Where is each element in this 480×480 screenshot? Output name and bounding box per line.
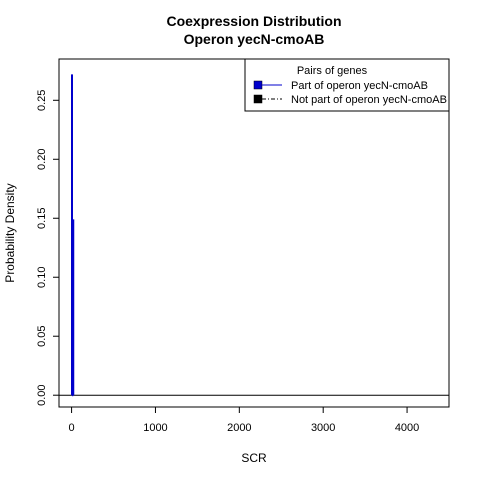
x-axis-label: SCR [241, 451, 267, 465]
legend: Pairs of genes Part of operon yecN-cmoAB… [244, 58, 450, 112]
x-tick-label: 0 [69, 422, 75, 434]
y-tick-label: 0.00 [36, 384, 48, 405]
chart-title: Coexpression Distribution [166, 13, 341, 29]
x-tick-label: 3000 [311, 422, 335, 434]
x-tick-label: 1000 [143, 422, 167, 434]
legend-swatch-operon [253, 80, 263, 90]
x-axis-ticks: 0 1000 2000 3000 4000 [69, 407, 419, 434]
y-tick-label: 0.05 [36, 326, 48, 347]
legend-swatch-non-operon [253, 94, 263, 104]
y-tick-label: 0.15 [36, 208, 48, 229]
chart-subtitle: Operon yecN-cmoAB [184, 31, 325, 47]
y-tick-label: 0.20 [36, 149, 48, 170]
legend-title: Pairs of genes [297, 65, 368, 77]
legend-entry-operon: Part of operon yecN-cmoAB [291, 80, 428, 92]
y-axis-label: Probability Density [3, 183, 17, 282]
y-axis-ticks: 0.00 0.05 0.10 0.15 0.20 0.25 [36, 90, 59, 406]
x-tick-label: 2000 [227, 422, 251, 434]
series-layer [59, 74, 449, 397]
legend-entry-non-operon: Not part of operon yecN-cmoAB [291, 94, 447, 106]
x-tick-label: 4000 [395, 422, 419, 434]
y-tick-label: 0.10 [36, 267, 48, 288]
y-tick-label: 0.25 [36, 90, 48, 111]
